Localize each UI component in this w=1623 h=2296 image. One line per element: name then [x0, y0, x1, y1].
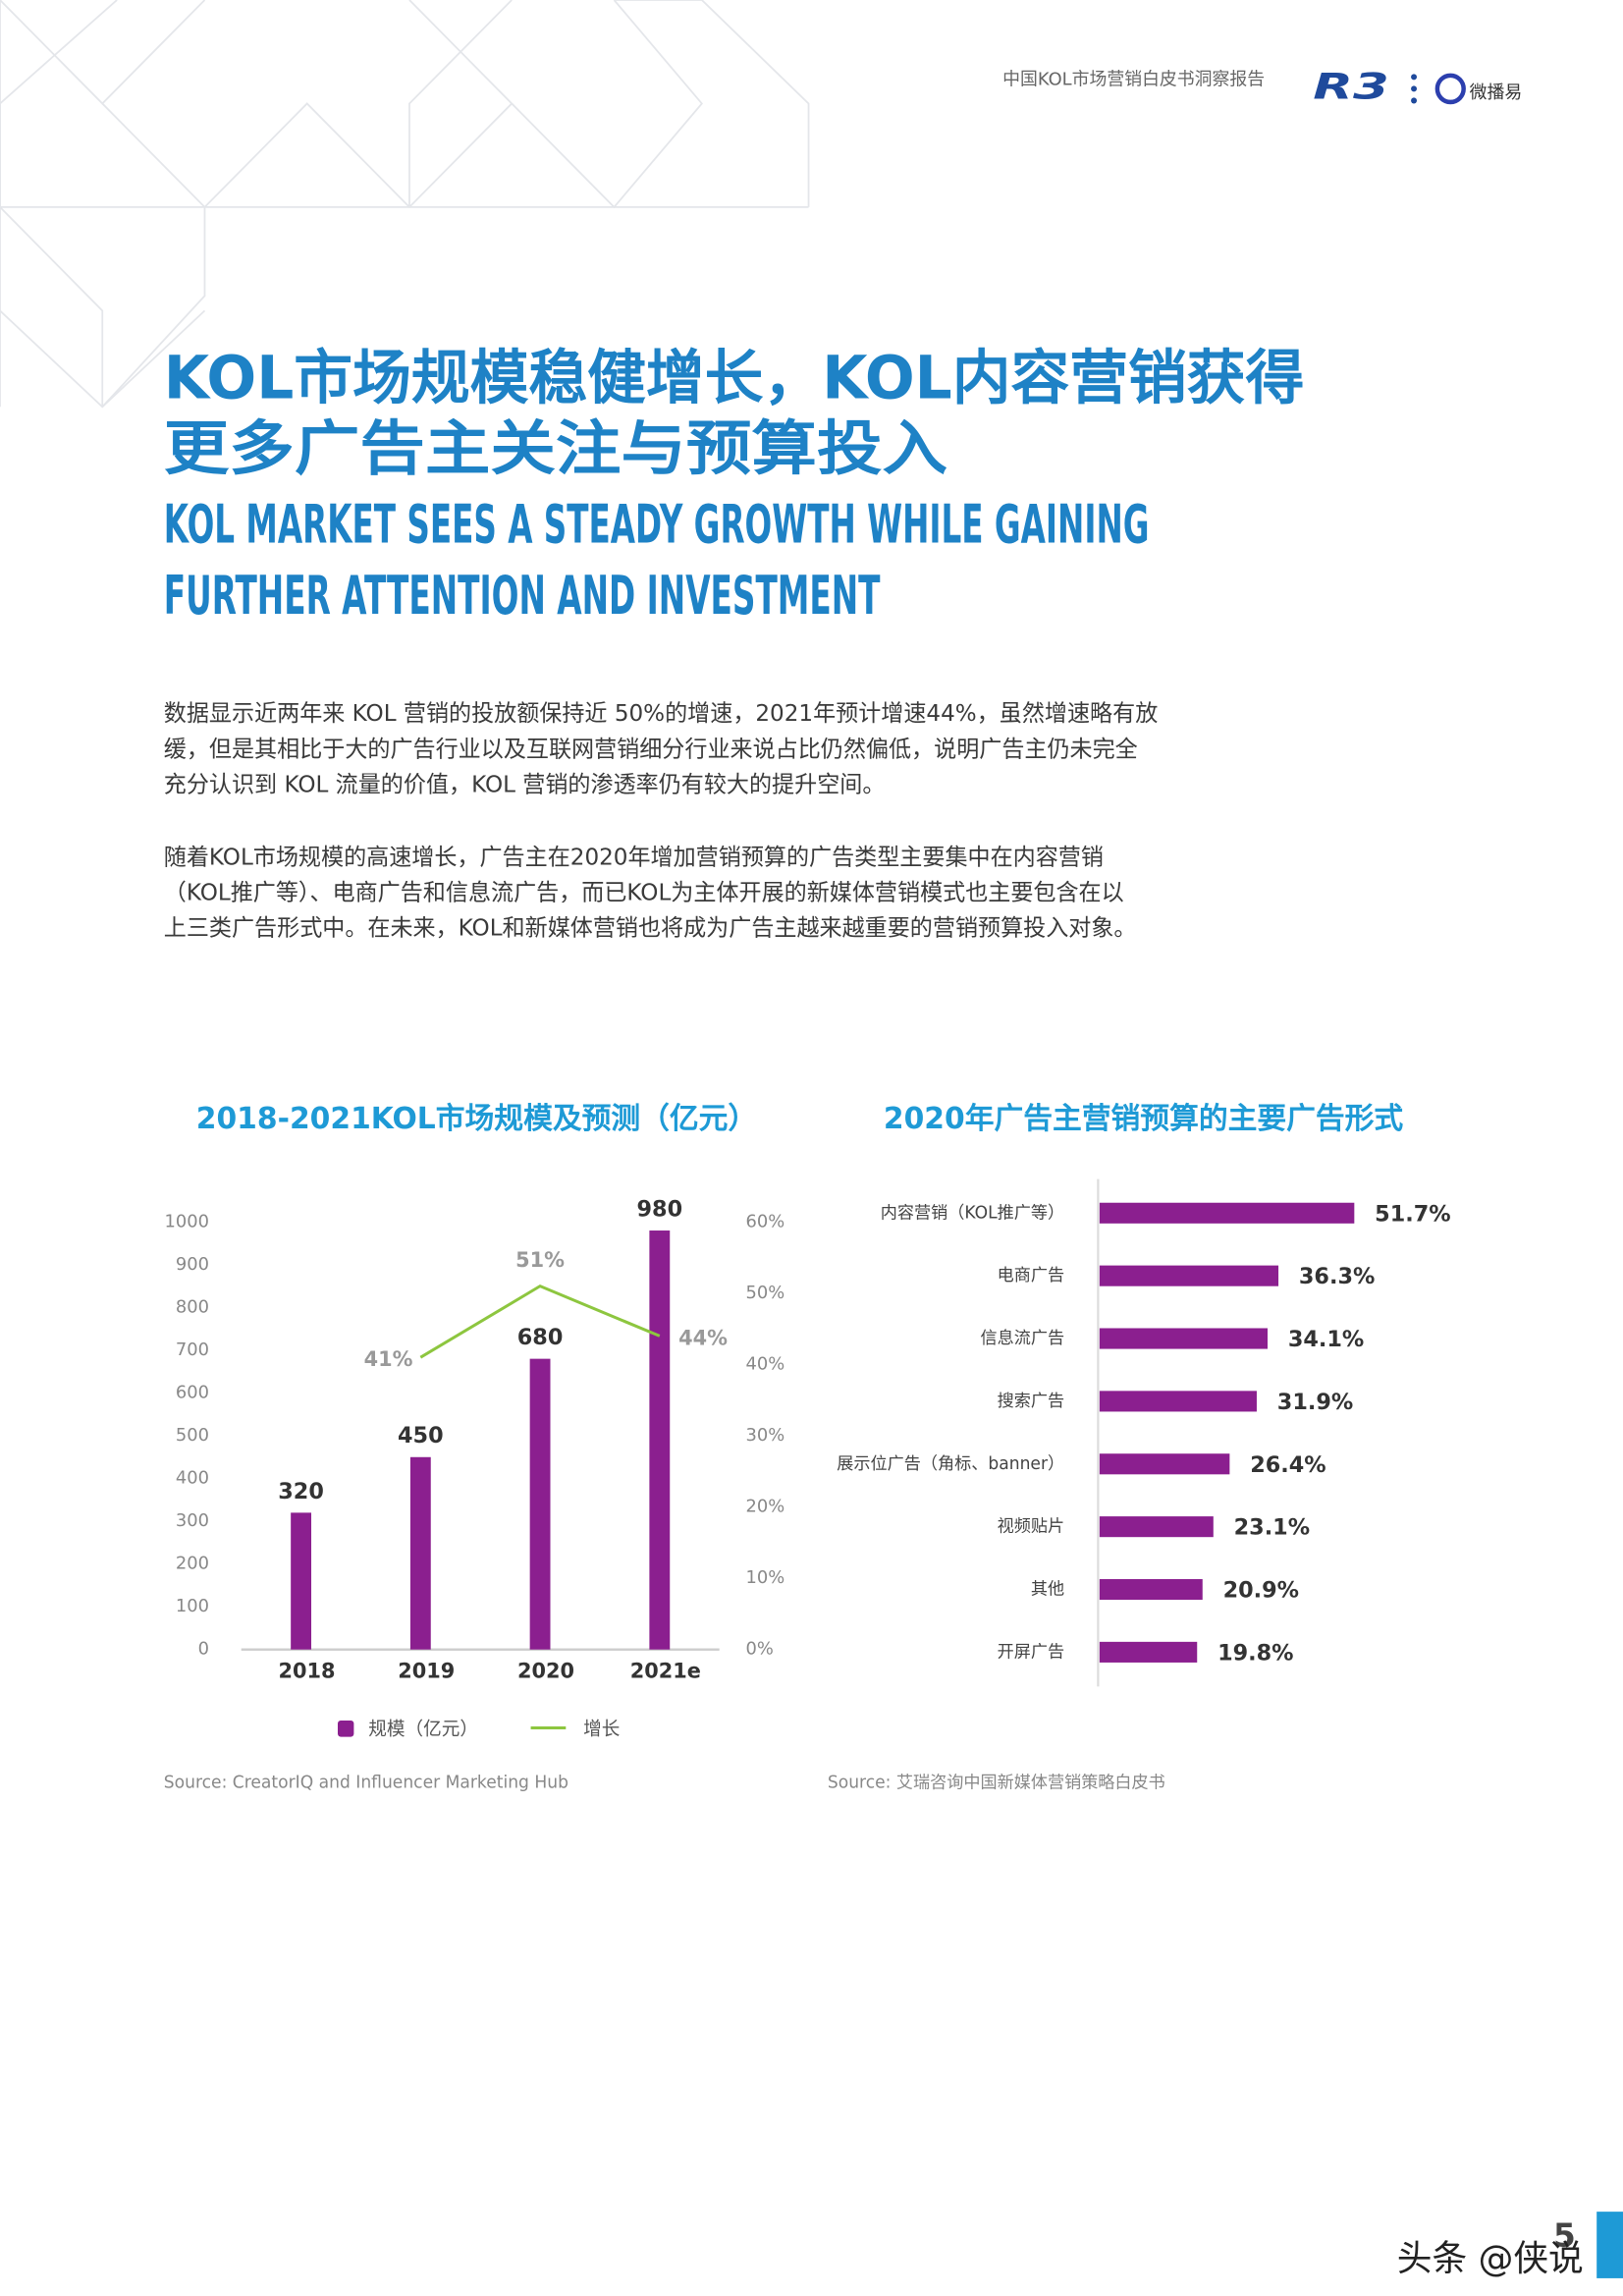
y-tick-label: 200 [176, 1554, 209, 1574]
y-tick-label: 600 [176, 1382, 209, 1402]
bar-value-label: 450 [398, 1423, 444, 1449]
watermark: 头条 @侠说 [1397, 2239, 1584, 2279]
category-label: 其他 [1031, 1579, 1064, 1599]
chart-title: 2020年广告主营销预算的主要广告形式 [884, 1102, 1403, 1136]
y-tick-label: 700 [176, 1339, 209, 1360]
y2-tick-label: 10% [745, 1567, 784, 1588]
y-tick-label: 300 [176, 1510, 209, 1531]
category-label: 信息流广告 [981, 1329, 1065, 1348]
x-tick-label: 2019 [398, 1659, 455, 1682]
y-tick-label: 1000 [164, 1211, 208, 1231]
logo-r3: R3 [1313, 67, 1388, 107]
logo-text: 微播易 [1470, 82, 1523, 103]
bar [1099, 1516, 1214, 1538]
title-en: FURTHER ATTENTION AND INVESTMENT [164, 565, 881, 627]
bar [1099, 1578, 1203, 1601]
category-label: 开屏广告 [998, 1642, 1064, 1662]
y-tick-label: 100 [176, 1596, 209, 1616]
bar-value-label: 51.7% [1375, 1201, 1450, 1227]
y2-tick-label: 0% [745, 1639, 773, 1660]
logo-dot [1411, 85, 1418, 92]
growth-line [419, 1284, 661, 1359]
bar [649, 1230, 671, 1650]
y2-tick-label: 50% [745, 1283, 784, 1303]
y-tick-label: 800 [176, 1296, 209, 1317]
bar [291, 1512, 312, 1650]
bar-value-label: 680 [517, 1325, 564, 1350]
bar [1099, 1641, 1198, 1663]
source: Source: CreatorIQ and Influencer Marketi… [164, 1773, 568, 1792]
bar [1099, 1391, 1257, 1412]
chart-title: 2018-2021KOL市场规模及预测（亿元） [196, 1102, 757, 1136]
bar [1099, 1265, 1279, 1286]
category-label: 内容营销（KOL推广等） [881, 1203, 1064, 1223]
legend-label: 规模（亿元） [368, 1719, 478, 1739]
paragraph-line: 随着KOL市场规模的高速增长，广告主在2020年增加营销预算的广告类型主要集中在… [164, 844, 1104, 870]
bar [409, 1456, 431, 1650]
logo-icon [1434, 73, 1466, 105]
y-tick-label: 400 [176, 1467, 209, 1488]
bar-value-label: 34.1% [1288, 1327, 1364, 1352]
page-tab [1596, 2212, 1623, 2278]
bar [1099, 1202, 1355, 1224]
paragraph-line: 缓，但是其相比于大的广告行业以及互联网营销细分行业来说占比仍然偏低，说明广告主仍… [164, 736, 1138, 762]
legend-swatch [338, 1720, 354, 1737]
bar-value-label: 980 [637, 1196, 683, 1222]
category-label: 视频贴片 [998, 1517, 1064, 1537]
title-en: KOL MARKET SEES A STEADY GROWTH WHILE GA… [164, 493, 1150, 555]
page-number: 5 [1553, 2215, 1576, 2254]
y2-tick-label: 60% [745, 1211, 784, 1231]
title-zh: 更多广告主关注与预算投入 [164, 414, 947, 483]
paragraph-line: （KOL推广等）、电商广告和信息流广告，而已KOL为主体开展的新媒体营销模式也主… [164, 879, 1124, 905]
bar-value-label: 320 [278, 1479, 324, 1504]
y-tick-label: 900 [176, 1254, 209, 1275]
source: Source: 艾瑞咨询中国新媒体营销策略白皮书 [828, 1773, 1165, 1792]
category-label: 搜索广告 [998, 1392, 1064, 1411]
y2-tick-label: 30% [745, 1425, 784, 1446]
bar-value-label: 36.3% [1299, 1264, 1375, 1289]
logo-dot [1411, 97, 1418, 104]
y2-tick-label: 40% [745, 1353, 784, 1374]
bar [1099, 1328, 1269, 1349]
paragraph-line: 数据显示近两年来 KOL 营销的投放额保持近 50%的增速，2021年预计增速4… [164, 700, 1158, 727]
bar [1099, 1453, 1230, 1475]
y2-tick-label: 20% [745, 1497, 784, 1517]
category-label: 电商广告 [998, 1266, 1064, 1285]
bar-value-label: 31.9% [1277, 1390, 1353, 1415]
x-tick-label: 2018 [279, 1659, 336, 1682]
growth-value-label: 41% [364, 1347, 413, 1371]
growth-value-label: 51% [515, 1248, 565, 1272]
paragraph-line: 上三类广告形式中。在未来，KOL和新媒体营销也将成为广告主越来越重要的营销预算投… [164, 914, 1137, 941]
bar [529, 1358, 551, 1650]
x-tick-label: 2020 [517, 1659, 574, 1682]
bar-value-label: 20.9% [1223, 1577, 1299, 1603]
x-tick-label: 2021e [630, 1659, 701, 1682]
bar-value-label: 19.8% [1217, 1640, 1293, 1666]
legend-label: 增长 [583, 1719, 621, 1739]
paragraph-line: 充分认识到 KOL 流量的价值，KOL 营销的渗透率仍有较大的提升空间。 [164, 771, 886, 797]
y-tick-label: 0 [198, 1639, 209, 1660]
y-tick-label: 500 [176, 1425, 209, 1446]
title-zh: KOL市场规模稳健增长，KOL内容营销获得 [164, 344, 1305, 412]
category-label: 展示位广告（角标、banner） [837, 1454, 1064, 1474]
bar-value-label: 26.4% [1250, 1452, 1325, 1478]
logo-dot [1411, 74, 1418, 81]
background-pattern [0, 0, 810, 409]
bar-value-label: 23.1% [1234, 1515, 1310, 1541]
growth-value-label: 44% [678, 1326, 728, 1349]
report-title: 中国KOL市场营销白皮书洞察报告 [1002, 69, 1265, 89]
